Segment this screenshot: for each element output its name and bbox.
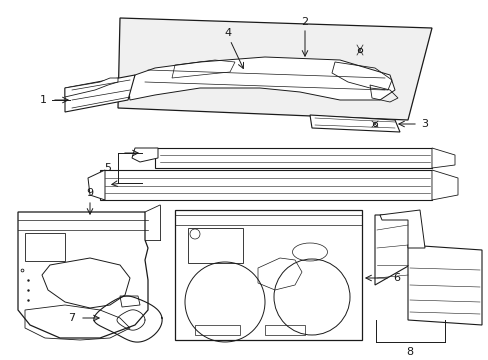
Bar bbox=[25, 233, 65, 261]
Text: 2: 2 bbox=[301, 17, 308, 27]
Text: 6: 6 bbox=[393, 273, 400, 283]
Text: 1: 1 bbox=[40, 95, 46, 105]
Polygon shape bbox=[65, 75, 135, 112]
Polygon shape bbox=[309, 115, 399, 132]
Polygon shape bbox=[431, 170, 457, 200]
Polygon shape bbox=[100, 170, 431, 200]
Polygon shape bbox=[132, 148, 158, 162]
Bar bbox=[187, 228, 243, 263]
Polygon shape bbox=[65, 78, 118, 97]
Text: 3: 3 bbox=[421, 119, 427, 129]
Polygon shape bbox=[175, 210, 361, 340]
Polygon shape bbox=[88, 170, 105, 200]
Text: 8: 8 bbox=[406, 347, 413, 357]
Text: 4: 4 bbox=[224, 28, 231, 38]
Text: 9: 9 bbox=[86, 188, 93, 198]
Bar bbox=[195, 325, 240, 335]
Polygon shape bbox=[155, 148, 431, 168]
Text: 5: 5 bbox=[104, 163, 111, 173]
Polygon shape bbox=[128, 57, 394, 100]
Polygon shape bbox=[379, 210, 424, 248]
Polygon shape bbox=[407, 245, 481, 325]
Polygon shape bbox=[431, 148, 454, 168]
Polygon shape bbox=[18, 212, 148, 338]
Text: 7: 7 bbox=[68, 313, 76, 323]
Bar bbox=[264, 325, 305, 335]
Polygon shape bbox=[374, 215, 409, 285]
Polygon shape bbox=[118, 18, 431, 120]
